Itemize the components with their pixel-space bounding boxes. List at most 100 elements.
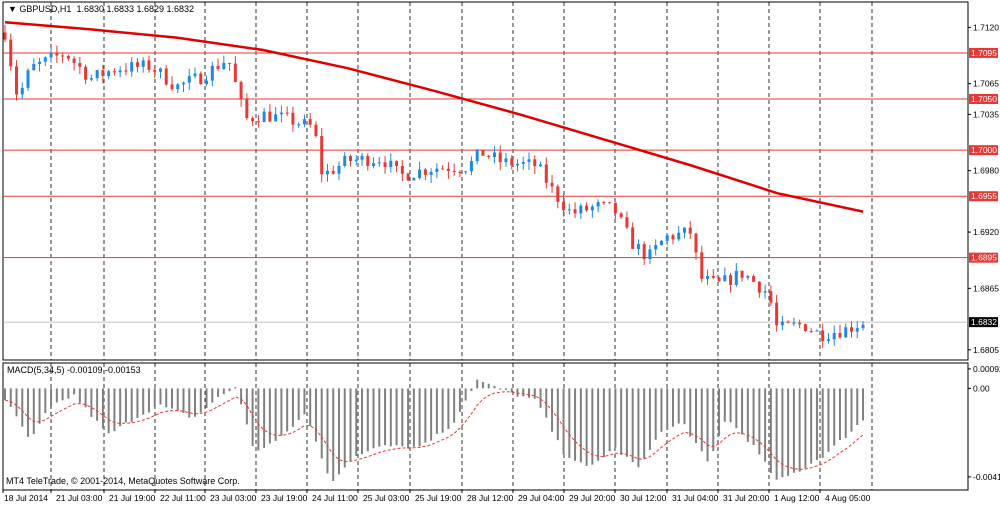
candle-body (170, 84, 174, 90)
macd-bar (476, 379, 479, 389)
candle-body (182, 82, 186, 85)
candle-body (602, 202, 606, 204)
macd-bar (660, 388, 663, 432)
candle-body (792, 322, 796, 324)
candle-body (671, 235, 675, 240)
candle-body (464, 171, 468, 173)
candle-body (844, 327, 848, 338)
candle-body (740, 270, 744, 278)
candle-body (26, 70, 30, 88)
macd-bar (608, 388, 611, 452)
candle-body (291, 112, 295, 125)
copyright-text: MT4 TeleTrade, © 2001-2014, MetaQuotes S… (6, 476, 240, 486)
macd-bar (706, 388, 709, 462)
macd-bar (481, 382, 484, 389)
candle-body (423, 169, 427, 175)
macd-bar (61, 388, 64, 401)
macd-plot-frame (2, 362, 969, 491)
y-tick-label: 1.6980 (973, 166, 999, 176)
candle-body (665, 235, 669, 241)
main-plot-frame (2, 1, 969, 361)
macd-bar (810, 388, 813, 464)
candle-body (492, 152, 496, 158)
macd-bar (620, 388, 623, 455)
candle-body (320, 136, 324, 175)
macd-y-tick-label: -0.00418 (973, 472, 1000, 482)
macd-bar (142, 388, 145, 415)
macd-bar (73, 388, 76, 395)
candle-body (815, 330, 819, 332)
macd-bar (361, 388, 364, 455)
candle-body (717, 277, 721, 282)
macd-bar (781, 388, 784, 478)
macd-bar (234, 387, 237, 389)
x-tick-label: 21 Jul 03:00 (56, 493, 103, 503)
candle-body (677, 232, 681, 240)
macd-bar (286, 388, 289, 432)
level-label-box (969, 145, 998, 156)
macd-bar (21, 388, 24, 427)
macd-bar (188, 388, 191, 418)
level-label: 1.6895 (971, 253, 997, 263)
macd-bar (182, 388, 185, 413)
x-tick-label: 23 Jul 03:00 (210, 493, 257, 503)
macd-bar (792, 388, 795, 473)
candle-body (256, 121, 260, 123)
macd-bar (199, 388, 202, 413)
level-label: 1.7050 (971, 94, 997, 104)
candle-body (613, 202, 617, 214)
macd-bar (712, 388, 715, 452)
macd-bar (591, 388, 594, 465)
candle-body (130, 62, 134, 72)
candle-body (354, 159, 358, 162)
macd-bar (205, 388, 208, 409)
level-label: 1.7000 (971, 145, 997, 155)
macd-bar (562, 388, 565, 455)
candle-body (112, 71, 116, 73)
candle-body (274, 114, 278, 122)
macd-bar (245, 388, 248, 425)
macd-bar (539, 388, 542, 408)
candle-body (821, 330, 825, 342)
macd-bar (424, 388, 427, 443)
macd-bar (499, 388, 502, 390)
macd-bar (194, 388, 197, 417)
candle-body (377, 162, 381, 164)
macd-bar (833, 388, 836, 446)
macd-bar (441, 388, 444, 433)
candle-body (752, 276, 756, 282)
dropdown-triangle-icon[interactable]: ▼ (8, 4, 20, 14)
macd-bar (124, 388, 127, 423)
candle-body (429, 171, 433, 175)
macd-bar (418, 388, 421, 447)
candle-body (746, 276, 750, 278)
macd-bar (366, 388, 369, 452)
candle-body (141, 60, 145, 67)
candle-body (441, 168, 445, 170)
candle-body (61, 55, 65, 57)
candle-body (337, 165, 341, 174)
x-tick-label: 25 Jul 19:00 (415, 493, 462, 503)
ohlc-values: 1.6830 1.6833 1.6829 1.6832 (76, 4, 195, 14)
candle-body (838, 333, 842, 338)
candle-body (325, 170, 329, 175)
candle-body (515, 163, 519, 166)
macd-bar (764, 388, 767, 462)
candle-body (803, 324, 807, 332)
candle-body (216, 65, 220, 69)
candle-body (769, 291, 773, 303)
macd-bar (384, 388, 387, 446)
y-tick-label: 1.6865 (973, 283, 999, 293)
candle-body (533, 159, 537, 167)
y-tick-label: 1.7035 (973, 109, 999, 119)
macd-bar (493, 385, 496, 389)
macd-bar (50, 388, 53, 407)
candle-body (648, 249, 652, 260)
macd-bar (90, 388, 93, 417)
macd-bar (643, 388, 646, 459)
macd-bar (176, 388, 179, 411)
macd-bar (55, 388, 58, 403)
candle-body (700, 252, 704, 279)
